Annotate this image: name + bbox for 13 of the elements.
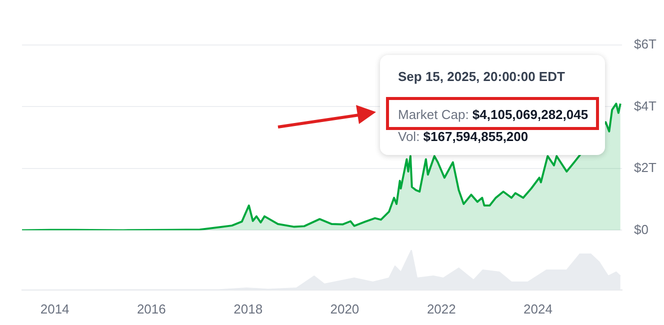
annotation: Vol: $167,594,855,200 (398, 129, 528, 144)
y-tick-label: $6T (634, 36, 656, 52)
x-tick-label: 2018 (234, 301, 263, 316)
y-tick-label: $0 (634, 222, 648, 237)
x-tick-label: 2022 (426, 301, 456, 316)
annotation: Market Cap: $4,105,069,282,045 (398, 107, 588, 122)
x-tick-label: 2014 (40, 301, 70, 316)
y-tick-label: $2T (634, 160, 656, 176)
annotation: Sep 15, 2025, 20:00:00 EDT (398, 69, 565, 84)
x-tick-label: 2024 (524, 301, 552, 316)
y-tick-label: $4T (634, 98, 656, 114)
x-tick-label: 2016 (136, 301, 166, 316)
x-tick-label: 2020 (330, 301, 360, 316)
